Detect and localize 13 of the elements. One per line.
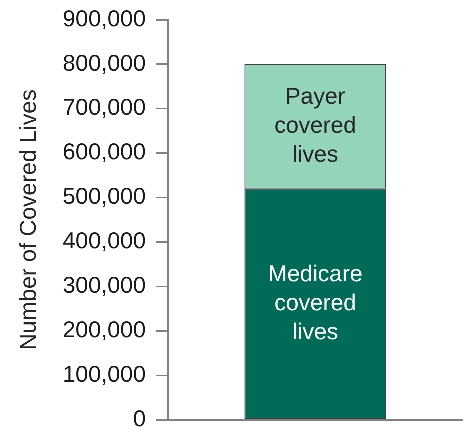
series-label: Medicare covered lives: [268, 260, 363, 344]
y-tick-label: 600,000: [62, 138, 146, 165]
y-tick-label: 100,000: [62, 360, 146, 387]
y-tick-label: 800,000: [62, 50, 146, 76]
y-axis-title: Number of Covered Lives: [15, 90, 42, 350]
y-tick-label: 900,000: [62, 5, 146, 32]
y-tick-label: 300,000: [62, 272, 146, 298]
y-tick-label: 500,000: [62, 183, 146, 210]
series-label: Payer covered lives: [274, 83, 356, 168]
y-tick-label: 700,000: [62, 94, 146, 120]
y-tick-label: 0: [133, 405, 146, 430]
y-tick-label: 200,000: [62, 316, 146, 342]
y-tick-label: 400,000: [62, 228, 146, 254]
